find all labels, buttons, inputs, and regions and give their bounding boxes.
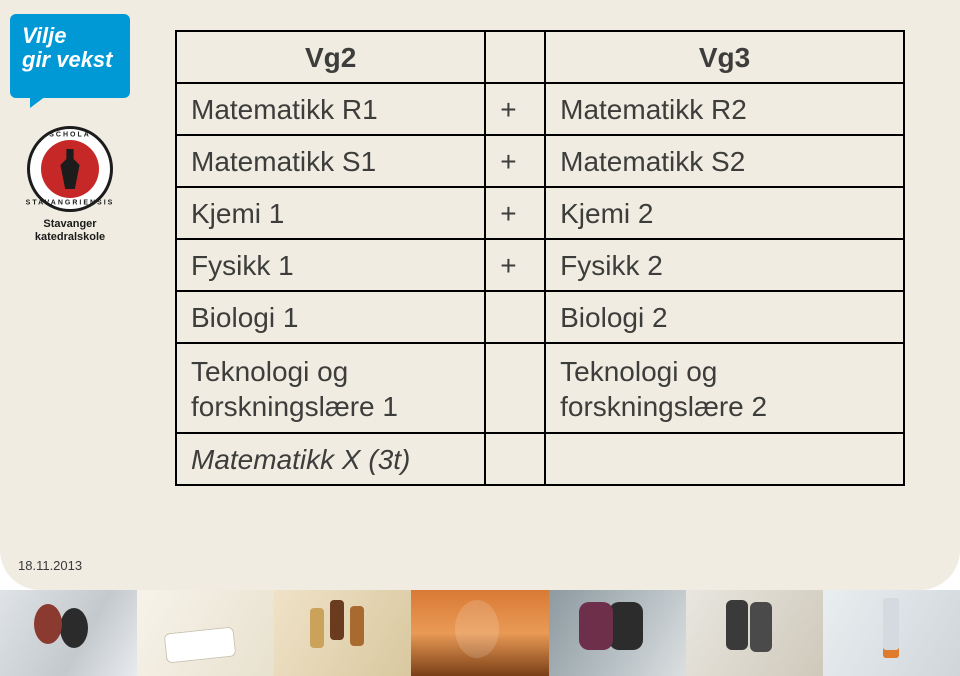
table-row: Matematikk X (3t) (176, 433, 904, 485)
crest-ring-top: SCHOLA (49, 132, 91, 139)
header-vg2: Vg2 (176, 31, 485, 83)
table-row: Teknologi ogforskningslære 1 Teknologi o… (176, 343, 904, 433)
cell-c (545, 433, 904, 485)
cell-c: Matematikk S2 (545, 135, 904, 187)
cell-plus: + (485, 187, 545, 239)
crest-figure-icon (58, 149, 82, 189)
school-crest: SCHOLA STAVANGRIENSIS Stavanger katedral… (22, 126, 118, 243)
subjects-table: Vg2 Vg3 Matematikk R1 + Matematikk R2 Ma… (175, 30, 905, 486)
cell-plus: + (485, 135, 545, 187)
photo-tile (411, 590, 548, 676)
cell-a: Biologi 1 (176, 291, 485, 343)
cell-plus (485, 343, 545, 433)
photo-tile (274, 590, 411, 676)
logo-line1: Vilje (22, 24, 118, 48)
crest-inner (41, 140, 99, 198)
cell-a: Matematikk R1 (176, 83, 485, 135)
photo-tile (137, 590, 274, 676)
header-plus (485, 31, 545, 83)
photo-tile (686, 590, 823, 676)
photo-tile (823, 590, 960, 676)
crest-caption-l1: Stavanger (35, 218, 105, 231)
table-header-row: Vg2 Vg3 (176, 31, 904, 83)
table-row: Matematikk S1 + Matematikk S2 (176, 135, 904, 187)
logo-line2: gir vekst (22, 48, 118, 72)
cell-c: Kjemi 2 (545, 187, 904, 239)
cell-plus: + (485, 239, 545, 291)
header-vg3: Vg3 (545, 31, 904, 83)
sidebar: Vilje gir vekst SCHOLA STAVANGRIENSIS St… (0, 0, 140, 243)
cell-a: Fysikk 1 (176, 239, 485, 291)
cell-plus (485, 291, 545, 343)
photo-tile (549, 590, 686, 676)
logo-vilje: Vilje gir vekst (10, 14, 130, 98)
table-row: Biologi 1 Biologi 2 (176, 291, 904, 343)
cell-c: Matematikk R2 (545, 83, 904, 135)
cell-plus: + (485, 83, 545, 135)
table-row: Kjemi 1 + Kjemi 2 (176, 187, 904, 239)
table-row: Matematikk R1 + Matematikk R2 (176, 83, 904, 135)
cell-a: Kjemi 1 (176, 187, 485, 239)
photo-strip (0, 590, 960, 676)
crest-circle: SCHOLA STAVANGRIENSIS (27, 126, 113, 212)
crest-ring-bottom: STAVANGRIENSIS (26, 200, 115, 207)
cell-c: Teknologi ogforskningslære 2 (545, 343, 904, 433)
crest-caption-l2: katedralskole (35, 231, 105, 244)
logo-speech-tail (30, 96, 46, 108)
table-row: Fysikk 1 + Fysikk 2 (176, 239, 904, 291)
cell-a: Matematikk S1 (176, 135, 485, 187)
cell-a: Matematikk X (3t) (176, 433, 485, 485)
cell-c: Biologi 2 (545, 291, 904, 343)
photo-tile (0, 590, 137, 676)
crest-caption: Stavanger katedralskole (35, 218, 105, 243)
cell-plus (485, 433, 545, 485)
cell-a: Teknologi ogforskningslære 1 (176, 343, 485, 433)
cell-c: Fysikk 2 (545, 239, 904, 291)
footer-date: 18.11.2013 (18, 558, 82, 573)
